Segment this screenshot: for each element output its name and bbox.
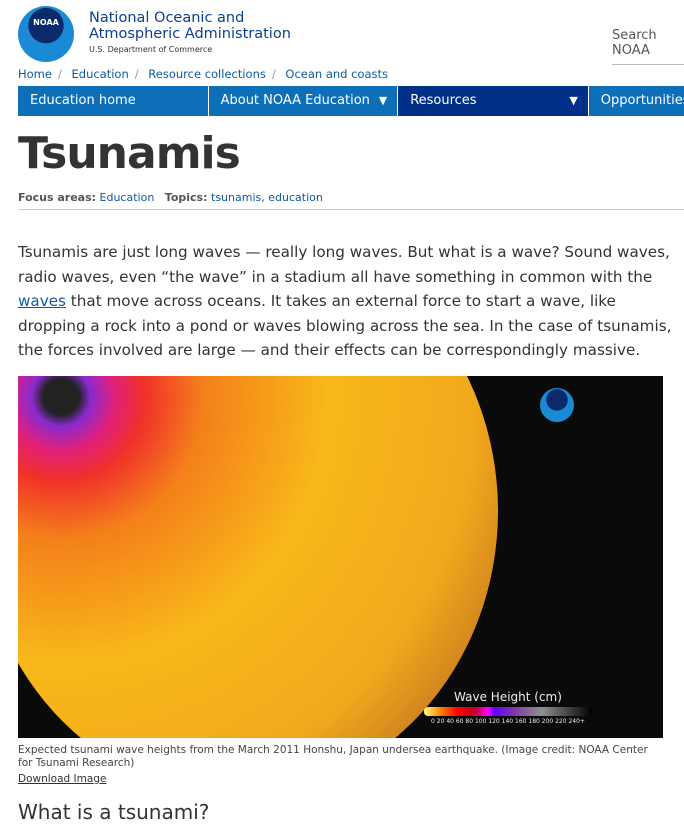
globe-wave-map	[18, 376, 498, 738]
nav-education-home[interactable]: Education home	[18, 86, 209, 116]
breadcrumb-education[interactable]: Education	[71, 67, 129, 81]
legend-color-bar	[424, 707, 592, 716]
focus-link[interactable]: Education	[99, 191, 155, 204]
wave-height-legend: Wave Height (cm) 0 20 40 60 80 100 120 1…	[418, 690, 598, 725]
breadcrumb-resource-collections[interactable]: Resource collections	[148, 67, 266, 81]
focus-topics: Focus areas: Education Topics: tsunamis,…	[18, 191, 684, 210]
chevron-down-icon: ▼	[378, 94, 388, 107]
search-input[interactable]: Search NOAA	[612, 28, 684, 65]
tsunami-wave-image: Wave Height (cm) 0 20 40 60 80 100 120 1…	[18, 376, 663, 738]
intro-paragraph: Tsunamis are just long waves — really lo…	[18, 243, 672, 359]
breadcrumb-ocean-coasts[interactable]: Ocean and coasts	[285, 67, 389, 81]
chevron-down-icon: ▼	[569, 94, 578, 107]
section-heading: What is a tsunami?	[18, 800, 210, 824]
noaa-logo[interactable]: NOAA	[18, 6, 74, 62]
breadcrumb-home[interactable]: Home	[18, 67, 52, 81]
breadcrumb: Home / Education / Resource collections / O…	[18, 67, 389, 81]
nav-resources[interactable]: Resources ▼	[398, 86, 589, 116]
waves-link[interactable]: waves	[18, 292, 66, 310]
department-name: U.S. Department of Commerce	[89, 45, 213, 54]
download-image-link[interactable]: Download Image	[18, 773, 107, 785]
nav-about[interactable]: About NOAA Education ▼	[208, 86, 399, 116]
page-title: Tsunamis	[18, 128, 241, 179]
image-caption: Expected tsunami wave heights from the M…	[18, 744, 648, 769]
main-nav: Education home About NOAA Education ▼ Res…	[18, 86, 684, 116]
noaa-watermark-logo	[540, 388, 574, 422]
nav-opportunities[interactable]: Opportunities	[588, 86, 684, 116]
org-name[interactable]: National Oceanic and Atmospheric Adminis…	[89, 10, 291, 42]
site-header: NOAA National Oceanic and Atmospheric Ad…	[0, 0, 684, 65]
topics-link[interactable]: tsunamis, education	[211, 191, 323, 204]
